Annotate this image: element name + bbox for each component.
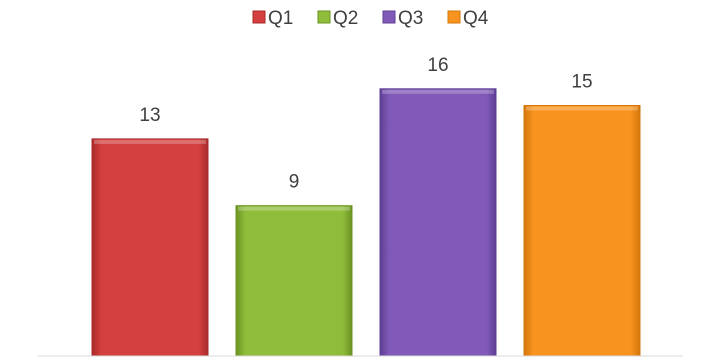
legend-label-q2: Q2 — [333, 8, 358, 29]
bar-q2 — [235, 205, 353, 357]
legend-swatch-q1 — [252, 10, 266, 24]
legend-swatch-q2 — [317, 10, 331, 24]
chart-bars — [91, 88, 641, 357]
bar-highlight-q1 — [94, 139, 206, 144]
legend-swatch-q3 — [382, 10, 396, 24]
chart-data-labels: 13 9 16 15 — [139, 55, 592, 193]
legend-swatch-q4 — [447, 10, 461, 24]
bar-highlight-q3 — [382, 89, 494, 94]
data-label-q2: 9 — [289, 172, 300, 193]
bar-q4 — [523, 105, 641, 357]
data-label-q4: 15 — [571, 72, 592, 93]
chart-legend: Q1 Q2 Q3 Q4 — [252, 8, 489, 29]
bar-highlight-q2 — [238, 206, 350, 211]
data-label-q1: 13 — [139, 105, 160, 126]
legend-label-q1: Q1 — [268, 8, 293, 29]
bar-q1 — [91, 138, 209, 357]
bar-q3 — [379, 88, 497, 357]
bar-highlight-q4 — [526, 106, 638, 111]
data-label-q3: 16 — [427, 55, 448, 76]
legend-label-q4: Q4 — [463, 8, 489, 29]
legend-label-q3: Q3 — [398, 8, 423, 29]
